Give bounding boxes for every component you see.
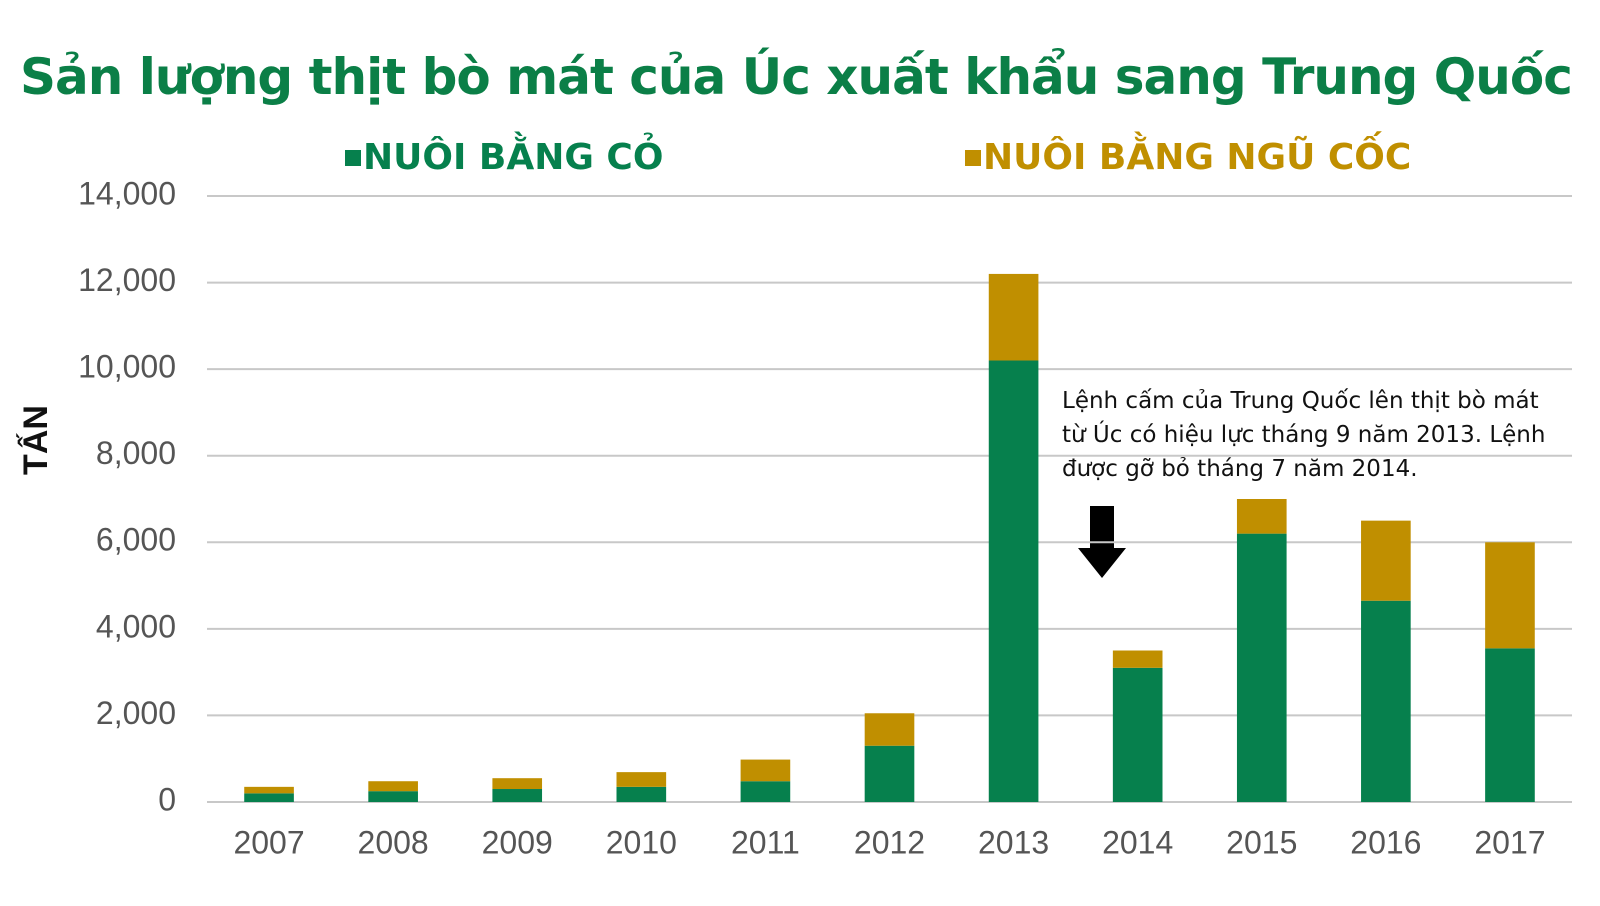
bar-segment [988,273,1039,361]
bar-segment [988,360,1039,802]
x-tick-label: 2010 [606,824,677,860]
bar-segment [1112,667,1163,802]
y-tick-label: 12,000 [78,262,176,298]
x-tick-label: 2011 [731,824,800,860]
y-tick-label: 8,000 [96,435,176,471]
y-tick-label: 2,000 [96,695,176,731]
bar-segment [864,713,915,746]
bar-segment [244,786,294,794]
legend-swatch [965,150,981,166]
bar-segment [492,789,543,802]
annotation: Lệnh cấm của Trung Quốc lên thịt bò mát … [1062,388,1546,482]
chart-title: Sản lượng thịt bò mát của Úc xuất khẩu s… [20,48,1573,106]
bar-segment [1485,542,1535,649]
bar-segment [1361,520,1411,601]
bar-segment [864,745,915,802]
x-tick-label: 2007 [233,824,304,860]
x-tick-label: 2015 [1226,824,1297,860]
x-tick-label: 2008 [358,824,429,860]
legend-label: NUÔI BẰNG NGŨ CỐC [983,131,1411,178]
bar-segment [740,781,791,802]
legend-swatch [345,150,361,166]
bar-segment [1112,650,1163,668]
y-tick-label: 4,000 [96,608,176,644]
y-tick-label: 0 [158,781,176,817]
bar-segment [368,781,418,792]
x-tick-label: 2012 [854,824,925,860]
bar-segment [368,791,418,802]
bar-segment [1485,648,1535,802]
x-tick-label: 2016 [1350,824,1421,860]
bar-segment [616,786,667,802]
y-tick-label: 14,000 [78,175,176,211]
bar-segment [244,793,294,802]
x-tick-label: 2014 [1102,824,1173,860]
bar-segment [616,772,667,787]
legend-label: NUÔI BẰNG CỎ [363,131,663,178]
y-tick-label: 10,000 [78,349,176,385]
y-axis-label: TẤN [17,405,55,475]
bar-segment [1361,600,1411,802]
x-tick-label: 2009 [482,824,553,860]
x-tick-label: 2017 [1474,824,1545,860]
y-tick-label: 6,000 [96,522,176,558]
bar-segment [1236,533,1287,802]
bar-segment [1236,499,1287,534]
bar-segment [740,759,791,782]
bar-segment [492,778,543,790]
x-tick-label: 2013 [978,824,1049,860]
